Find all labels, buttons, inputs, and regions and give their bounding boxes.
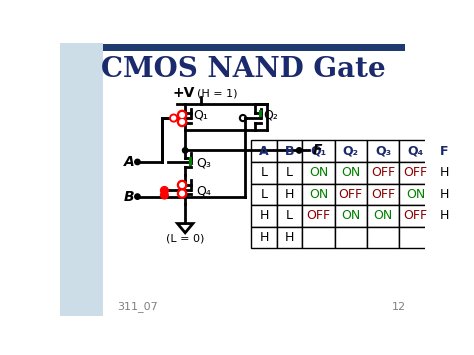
Circle shape [161,191,168,199]
Text: Q₄: Q₄ [196,185,211,198]
Bar [367,162,399,184]
Bar [251,162,277,184]
Bar [251,205,277,226]
Bar [103,44,405,51]
Bar [277,162,302,184]
Bar [251,140,277,162]
Text: (L = 0): (L = 0) [166,234,204,244]
Circle shape [172,116,175,120]
Text: F: F [440,145,448,158]
Bar [61,43,103,316]
Bar [399,162,431,184]
Bar [302,184,335,205]
Bar [335,162,367,184]
Circle shape [161,187,168,194]
Bar [302,205,335,226]
Text: H: H [439,209,449,222]
Bar [367,140,399,162]
Circle shape [296,148,302,153]
Bar [251,226,277,248]
Bar [399,226,431,248]
Text: B: B [124,190,134,204]
Bar [302,140,335,162]
Text: H: H [259,231,269,244]
Text: H: H [439,166,449,179]
Text: OFF: OFF [403,166,428,179]
Bar [277,205,302,226]
Circle shape [180,183,184,187]
Text: L: L [261,166,268,179]
Bar [277,226,302,248]
Bar [302,226,335,248]
Bar [399,184,431,205]
Text: Q₄: Q₄ [407,145,423,158]
Text: H: H [285,231,294,244]
Bar [277,184,302,205]
Text: 12: 12 [392,302,406,312]
Bar [259,110,262,117]
Text: OFF: OFF [403,209,428,222]
Text: ON: ON [341,209,360,222]
Circle shape [135,159,140,165]
Bar [431,140,457,162]
Text: ON: ON [406,188,425,201]
Text: OFF: OFF [306,209,330,222]
Circle shape [177,180,187,190]
Text: (H = 1): (H = 1) [198,88,238,98]
Circle shape [180,120,184,124]
Bar [367,226,399,248]
Bar [431,226,457,248]
Text: H: H [285,188,294,201]
Bar [399,205,431,226]
Text: ON: ON [341,166,360,179]
Bar [335,205,367,226]
Bar [335,140,367,162]
Text: A: A [259,145,269,158]
Bar [431,162,457,184]
Polygon shape [177,224,193,233]
Bar [431,205,457,226]
Text: ON: ON [309,188,328,201]
Text: 311_07: 311_07 [117,301,158,312]
Bar [335,226,367,248]
Text: ON: ON [309,166,328,179]
Bar [335,184,367,205]
Circle shape [135,194,140,199]
Text: Q₃: Q₃ [196,157,211,170]
Circle shape [177,110,187,120]
Text: CMOS NAND Gate: CMOS NAND Gate [101,56,386,83]
Circle shape [180,191,184,196]
Text: B: B [285,145,294,158]
Circle shape [180,113,184,117]
Bar [302,162,335,184]
Bar [431,184,457,205]
Text: ON: ON [374,209,392,222]
Bar [189,157,192,166]
Text: Q₂: Q₂ [264,109,279,121]
Text: Q₁: Q₁ [194,109,209,121]
Bar [367,184,399,205]
Bar [251,184,277,205]
Text: Q₂: Q₂ [343,145,359,158]
Circle shape [170,114,177,122]
Text: H: H [439,188,449,201]
Text: Q₁: Q₁ [310,145,327,158]
Bar [277,140,302,162]
Text: H: H [259,209,269,222]
Text: L: L [286,166,293,179]
Text: Q₃: Q₃ [375,145,391,158]
Bar [367,205,399,226]
Text: L: L [261,188,268,201]
Text: L: L [286,209,293,222]
Circle shape [177,189,187,198]
Text: A: A [124,155,134,169]
Circle shape [182,148,188,153]
Text: F: F [312,143,322,157]
Bar [399,140,431,162]
Text: OFF: OFF [338,188,363,201]
Circle shape [177,117,187,126]
Text: OFF: OFF [371,188,395,201]
Text: OFF: OFF [371,166,395,179]
Text: +V: +V [173,86,195,100]
